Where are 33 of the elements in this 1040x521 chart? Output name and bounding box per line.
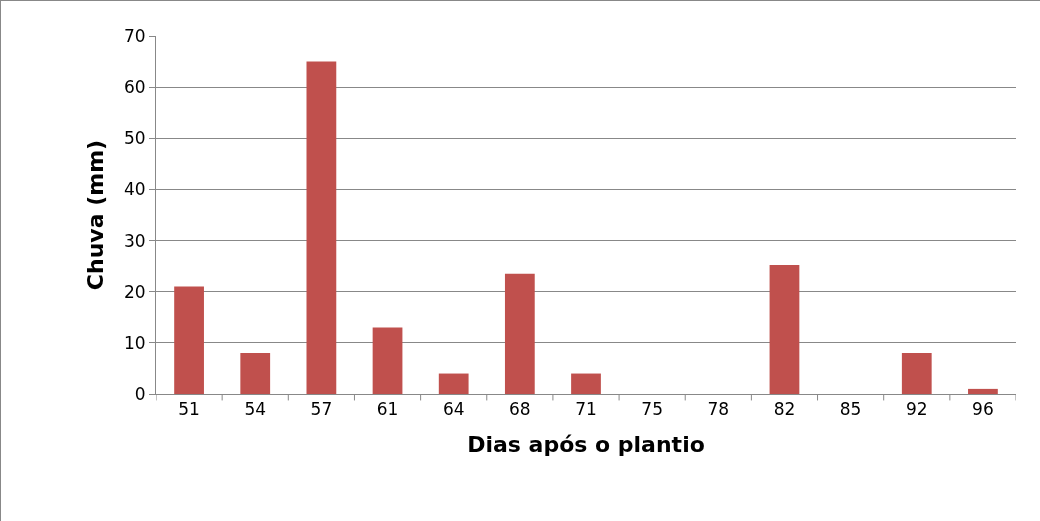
x-tick-label: 54 <box>244 399 267 420</box>
bar <box>306 61 337 394</box>
y-tick-label: 50 <box>123 128 146 149</box>
x-tick-label: 78 <box>707 399 730 420</box>
bar <box>571 373 601 394</box>
y-tick-label: 60 <box>123 77 146 98</box>
y-tick-label: 20 <box>123 281 146 302</box>
x-tick-label: 92 <box>905 399 928 420</box>
x-tick-label: 68 <box>509 399 531 420</box>
x-tick-label: 82 <box>773 399 796 420</box>
y-tick-label: 10 <box>123 332 146 353</box>
bar <box>968 388 998 394</box>
x-tick-label: 96 <box>972 399 994 420</box>
bar <box>504 273 535 394</box>
bar <box>438 373 469 394</box>
y-tick-label: 40 <box>123 179 146 200</box>
bar <box>372 327 403 394</box>
x-axis-title: Dias após o plantio <box>467 432 705 458</box>
y-tick-label: 70 <box>123 25 146 46</box>
x-tick-label: 75 <box>641 399 663 420</box>
x-tick-label: 85 <box>839 399 862 420</box>
bar <box>901 353 932 394</box>
y-tick-label: 30 <box>123 230 146 251</box>
x-tick-label: 57 <box>310 399 333 420</box>
x-tick-label: 61 <box>376 399 399 420</box>
x-tick-label: 64 <box>442 399 465 420</box>
x-tick-label: 71 <box>575 399 597 420</box>
bar <box>769 265 800 394</box>
bar <box>240 353 271 394</box>
x-tick-label: 51 <box>178 399 200 420</box>
y-tick-label: 0 <box>134 383 146 404</box>
y-axis-title: Chuva (mm) <box>82 139 108 291</box>
bar <box>174 286 204 394</box>
